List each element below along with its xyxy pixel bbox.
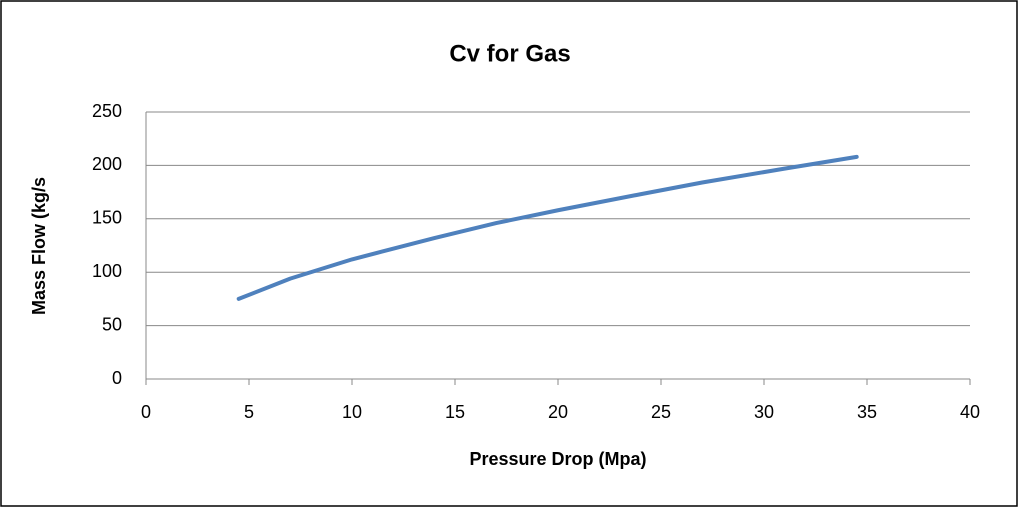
chart: Cv for Gas Pressure Drop (Mpa) Mass Flow… xyxy=(0,0,1019,508)
x-tick-label: 40 xyxy=(960,402,980,422)
chart-title: Cv for Gas xyxy=(449,40,570,67)
y-tick-label: 150 xyxy=(92,208,122,228)
y-tick-label: 250 xyxy=(92,101,122,121)
x-tick-label: 25 xyxy=(651,402,671,422)
x-tick-label: 20 xyxy=(548,402,568,422)
y-tick-label: 0 xyxy=(112,368,122,388)
x-tick-label: 0 xyxy=(141,402,151,422)
x-tick-label: 10 xyxy=(342,402,362,422)
y-tick-label: 100 xyxy=(92,261,122,281)
x-tick-label: 5 xyxy=(244,402,254,422)
x-tick-label: 30 xyxy=(754,402,774,422)
x-axis-title: Pressure Drop (Mpa) xyxy=(469,449,646,469)
chart-border xyxy=(1,1,1017,506)
x-tick-label: 35 xyxy=(857,402,877,422)
y-axis-title: Mass Flow (kg/s xyxy=(29,177,49,315)
y-tick-label: 200 xyxy=(92,154,122,174)
x-tick-label: 15 xyxy=(445,402,465,422)
y-tick-label: 50 xyxy=(102,314,122,334)
